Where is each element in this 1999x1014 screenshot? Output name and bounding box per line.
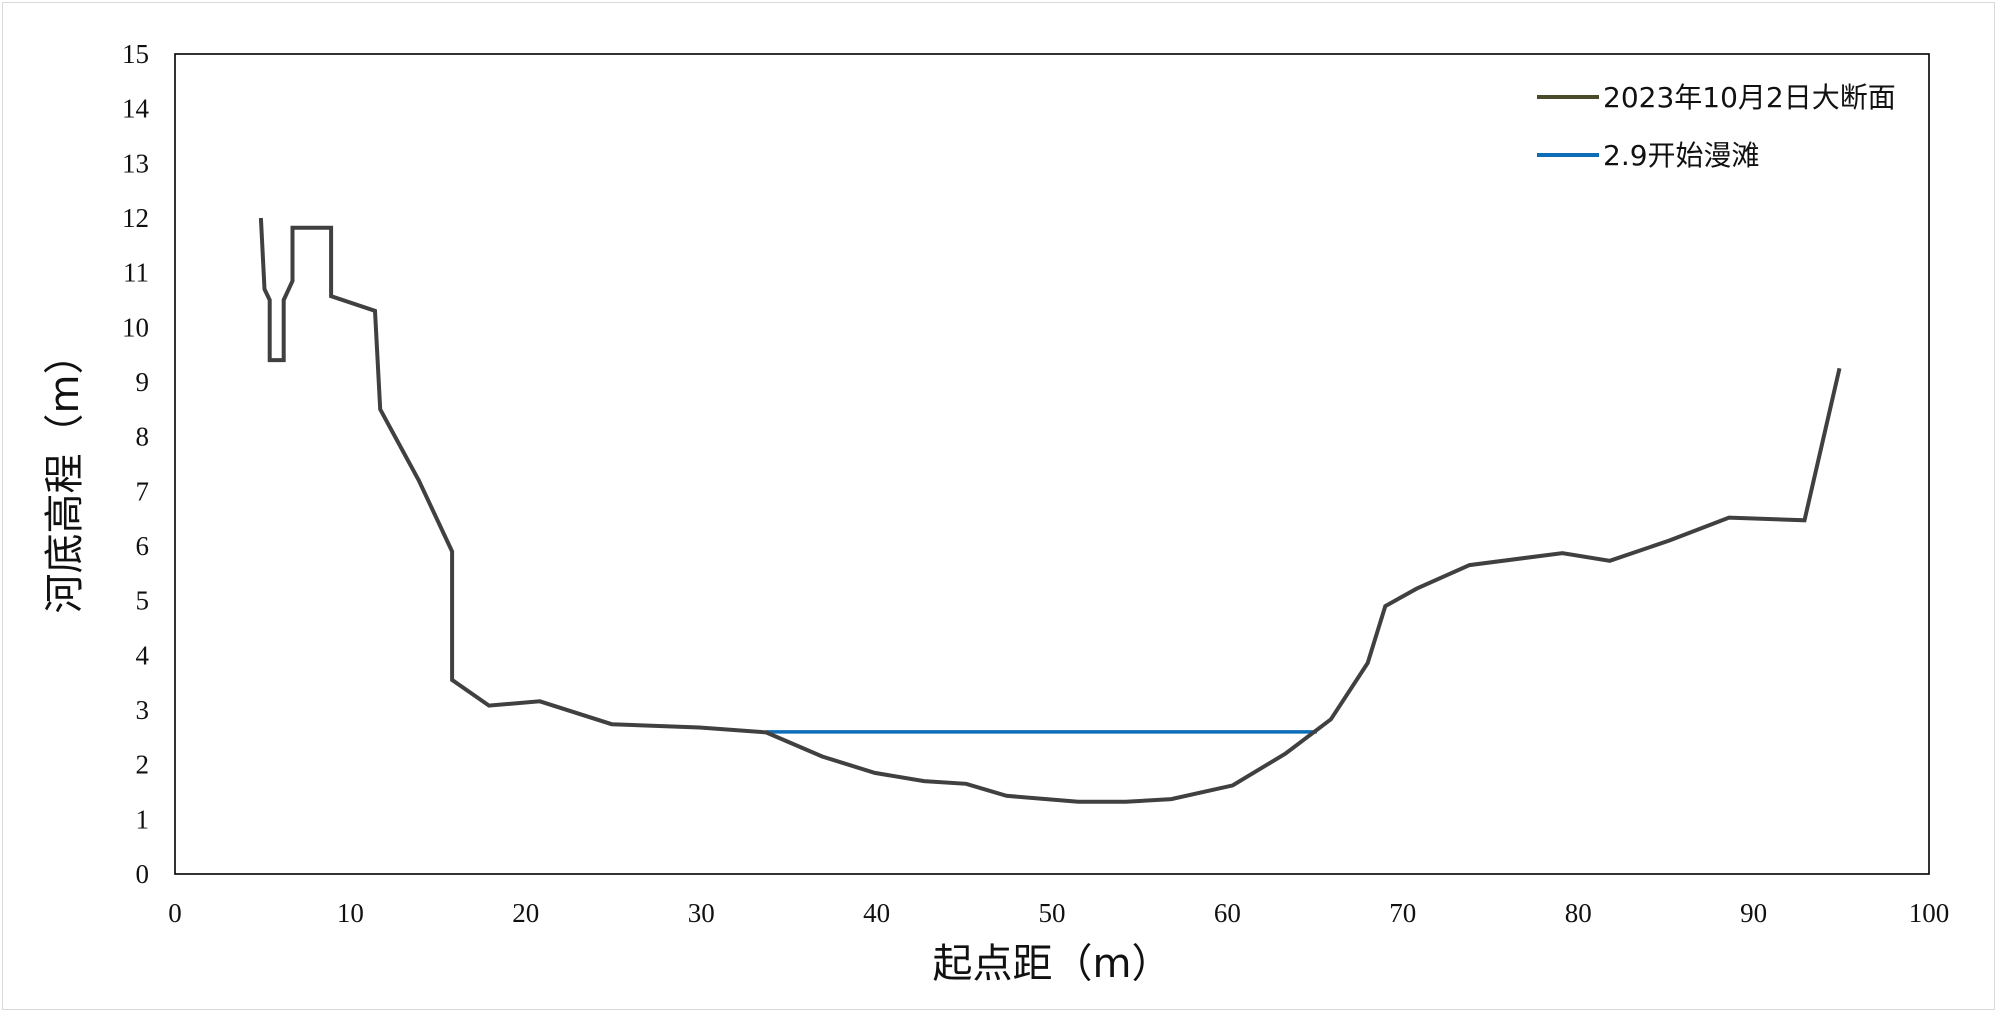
legend-label: 2023年10月2日大断面 [1603, 81, 1896, 114]
y-tick-label: 5 [136, 586, 150, 616]
y-tick-label: 12 [122, 203, 149, 233]
x-axis-title: 起点距（m） [933, 941, 1172, 987]
y-tick-label: 2 [136, 750, 150, 780]
y-axis-title: 河底高程（m） [42, 335, 88, 614]
y-tick-label: 4 [136, 640, 150, 670]
series-layer [258, 217, 1842, 804]
x-tick-label: 10 [337, 898, 364, 928]
y-tick-label: 15 [122, 39, 149, 69]
x-tick-label: 60 [1214, 898, 1241, 928]
cross-section-line [258, 217, 1842, 804]
y-tick-label: 13 [122, 148, 149, 178]
x-tick-label: 90 [1740, 898, 1767, 928]
y-tick-label: 9 [136, 367, 150, 397]
y-tick-label: 7 [136, 476, 150, 506]
x-tick-label: 100 [1909, 898, 1950, 928]
legend: 2023年10月2日大断面 2.9开始漫滩 [1537, 81, 1896, 172]
y-tick-label: 3 [136, 695, 150, 725]
legend-label: 2.9开始漫滩 [1603, 139, 1760, 172]
y-tick-label: 14 [122, 94, 150, 124]
x-tick-label: 20 [512, 898, 539, 928]
plot-area [174, 53, 1930, 875]
x-tick-label: 80 [1565, 898, 1592, 928]
y-tick-label: 1 [136, 804, 150, 834]
y-tick-label: 0 [136, 859, 150, 889]
x-tick-label: 30 [688, 898, 715, 928]
x-tick-label: 40 [863, 898, 890, 928]
x-axis-ticks: 0 10 20 30 40 50 60 70 80 90 100 [168, 898, 1949, 928]
x-tick-label: 70 [1389, 898, 1416, 928]
chart-canvas: 0 10 20 30 40 50 60 70 80 90 100 01234567891011121… [42, 39, 1949, 987]
x-tick-label: 50 [1039, 898, 1066, 928]
y-tick-label: 6 [136, 531, 150, 561]
y-tick-label: 10 [122, 312, 149, 342]
x-tick-label: 0 [168, 898, 182, 928]
y-tick-label: 11 [123, 258, 149, 288]
y-tick-label: 8 [136, 422, 150, 452]
